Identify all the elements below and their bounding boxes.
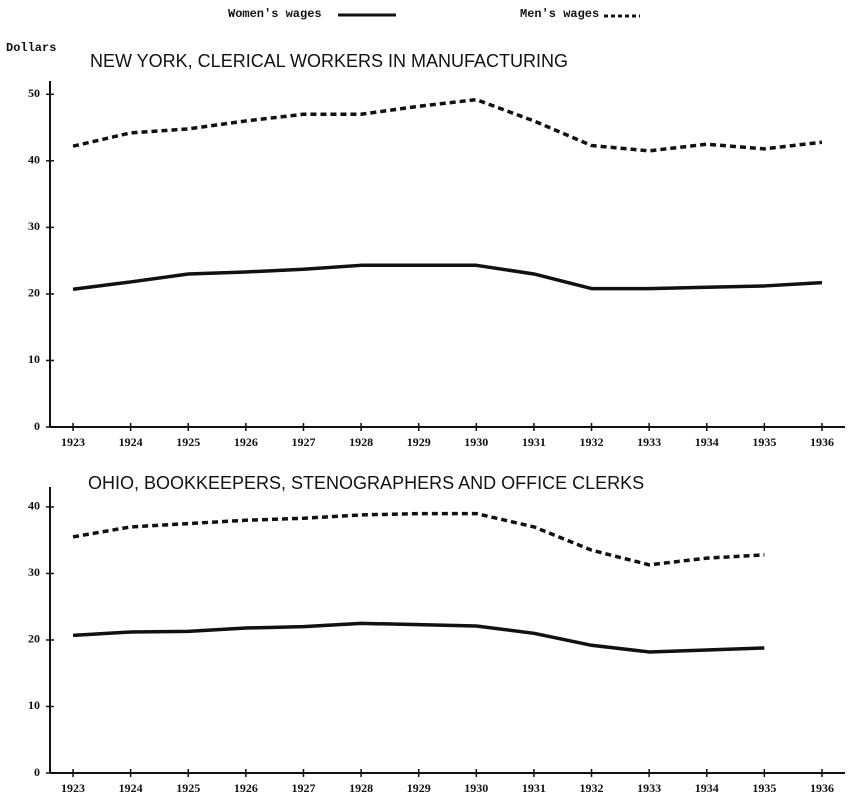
x-tick-label: 1927 [291, 435, 315, 449]
y-tick-label: 30 [28, 219, 40, 233]
x-tick-label: 1925 [176, 781, 200, 795]
x-tick-label: 1936 [810, 435, 834, 449]
y-tick-label: 0 [34, 765, 40, 779]
legend-label: Men's wages [520, 7, 599, 21]
x-tick-label: 1935 [752, 435, 776, 449]
x-tick-label: 1930 [464, 781, 488, 795]
y-tick-label: 20 [28, 286, 40, 300]
x-tick-label: 1925 [176, 435, 200, 449]
x-tick-label: 1934 [695, 781, 719, 795]
y-tick-label: 30 [28, 565, 40, 579]
legend-label: Women's wages [228, 7, 322, 21]
series-line [72, 511, 765, 567]
x-tick-label: 1931 [522, 781, 546, 795]
y-tick-label: 10 [28, 698, 40, 712]
x-tick-label: 1936 [810, 781, 834, 795]
x-tick-label: 1934 [695, 435, 719, 449]
y-tick-label: 0 [34, 419, 40, 433]
x-tick-label: 1924 [119, 781, 143, 795]
x-tick-label: 1928 [349, 781, 373, 795]
y-tick-label: 10 [28, 352, 40, 366]
x-tick-label: 1929 [407, 435, 431, 449]
x-tick-label: 1924 [119, 435, 143, 449]
x-tick-label: 1930 [464, 435, 488, 449]
x-tick-label: 1923 [61, 781, 85, 795]
chart-title: NEW YORK, CLERICAL WORKERS IN MANUFACTUR… [90, 51, 568, 71]
x-tick-label: 1928 [349, 435, 373, 449]
series-line [72, 263, 823, 292]
x-tick-label: 1929 [407, 781, 431, 795]
x-tick-label: 1932 [580, 435, 604, 449]
chart-title: OHIO, BOOKKEEPERS, STENOGRAPHERS AND OFF… [88, 473, 644, 493]
series-line [72, 97, 823, 153]
x-tick-label: 1933 [637, 781, 661, 795]
x-tick-label: 1923 [61, 435, 85, 449]
x-tick-label: 1933 [637, 435, 661, 449]
x-tick-label: 1926 [234, 781, 258, 795]
y-tick-label: 40 [28, 153, 40, 167]
y-axis-label: Dollars [6, 41, 56, 55]
series-line [72, 621, 765, 654]
x-tick-label: 1931 [522, 435, 546, 449]
y-tick-label: 40 [28, 499, 40, 513]
y-tick-label: 50 [28, 86, 40, 100]
y-tick-label: 20 [28, 632, 40, 646]
x-tick-label: 1935 [752, 781, 776, 795]
x-tick-label: 1932 [580, 781, 604, 795]
x-tick-label: 1927 [291, 781, 315, 795]
x-tick-label: 1926 [234, 435, 258, 449]
